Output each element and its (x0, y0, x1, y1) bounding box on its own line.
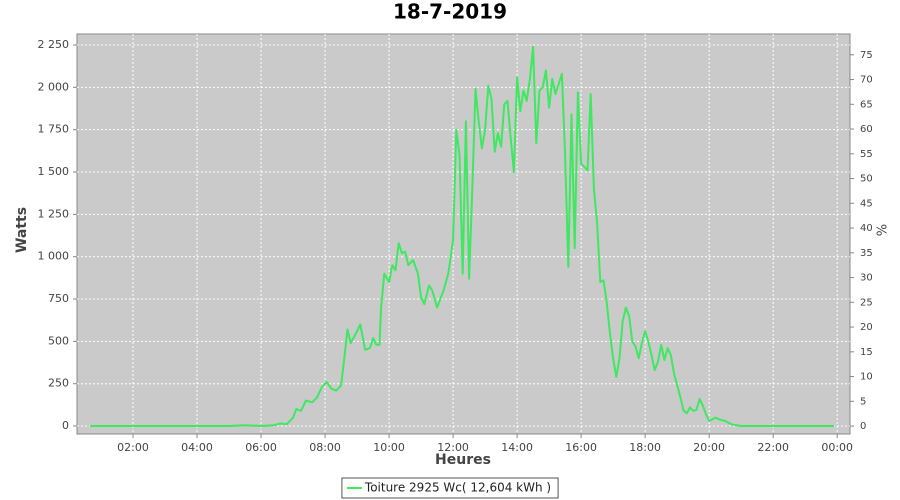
x-tick-label: 00:00 (821, 441, 853, 454)
x-tick-label: 08:00 (309, 441, 341, 454)
y2-tick-label: 50 (860, 174, 873, 185)
y-tick-label: 250 (48, 377, 69, 390)
y-tick-label: 750 (48, 292, 69, 305)
y2-tick-label: 15 (860, 347, 873, 358)
y-tick-label: 2 250 (38, 38, 70, 51)
y-axis-label: Watts (14, 207, 30, 253)
y-tick-label: 1 500 (38, 165, 70, 178)
y2-tick-label: 10 (860, 372, 873, 383)
x-tick-label: 12:00 (437, 441, 469, 454)
x-tick-label: 06:00 (245, 441, 277, 454)
y2-axis-label: % (876, 224, 891, 236)
y-tick-label: 500 (48, 334, 69, 347)
x-tick-label: 04:00 (181, 441, 213, 454)
y2-tick-label: 25 (860, 297, 873, 308)
y2-tick-label: 55 (860, 149, 873, 160)
x-tick-label: 16:00 (565, 441, 597, 454)
y2-tick-label: 5 (860, 396, 866, 407)
x-tick-label: 14:00 (501, 441, 533, 454)
x-tick-label: 02:00 (117, 441, 149, 454)
legend-label: Toiture 2925 Wc( 12,604 kWh ) (364, 481, 551, 495)
y2-tick-label: 35 (860, 248, 873, 259)
y-tick-label: 2 000 (38, 80, 70, 93)
legend-box (341, 477, 559, 499)
y2-tick-label: 20 (860, 322, 873, 333)
x-tick-label: 10:00 (373, 441, 405, 454)
y2-tick-label: 70 (860, 75, 873, 86)
y2-tick-label: 75 (860, 50, 873, 61)
chart-title: 18-7-2019 (393, 0, 507, 24)
x-tick-label: 18:00 (629, 441, 661, 454)
y2-tick-label: 45 (860, 198, 873, 209)
y-tick-label: 0 (62, 419, 69, 432)
y-tick-label: 1 000 (38, 250, 70, 263)
series-line (90, 45, 834, 427)
y2-tick-label: 60 (860, 124, 873, 135)
x-axis-label: Heures (435, 452, 491, 468)
x-tick-label: 22:00 (757, 441, 789, 454)
y2-tick-label: 30 (860, 273, 873, 284)
y2-tick-label: 65 (860, 99, 873, 110)
y2-tick-label: 40 (860, 223, 873, 234)
y2-tick-label: 0 (860, 421, 866, 432)
y-tick-label: 1 250 (38, 207, 70, 220)
y-tick-label: 1 750 (38, 123, 70, 136)
x-tick-label: 20:00 (693, 441, 725, 454)
